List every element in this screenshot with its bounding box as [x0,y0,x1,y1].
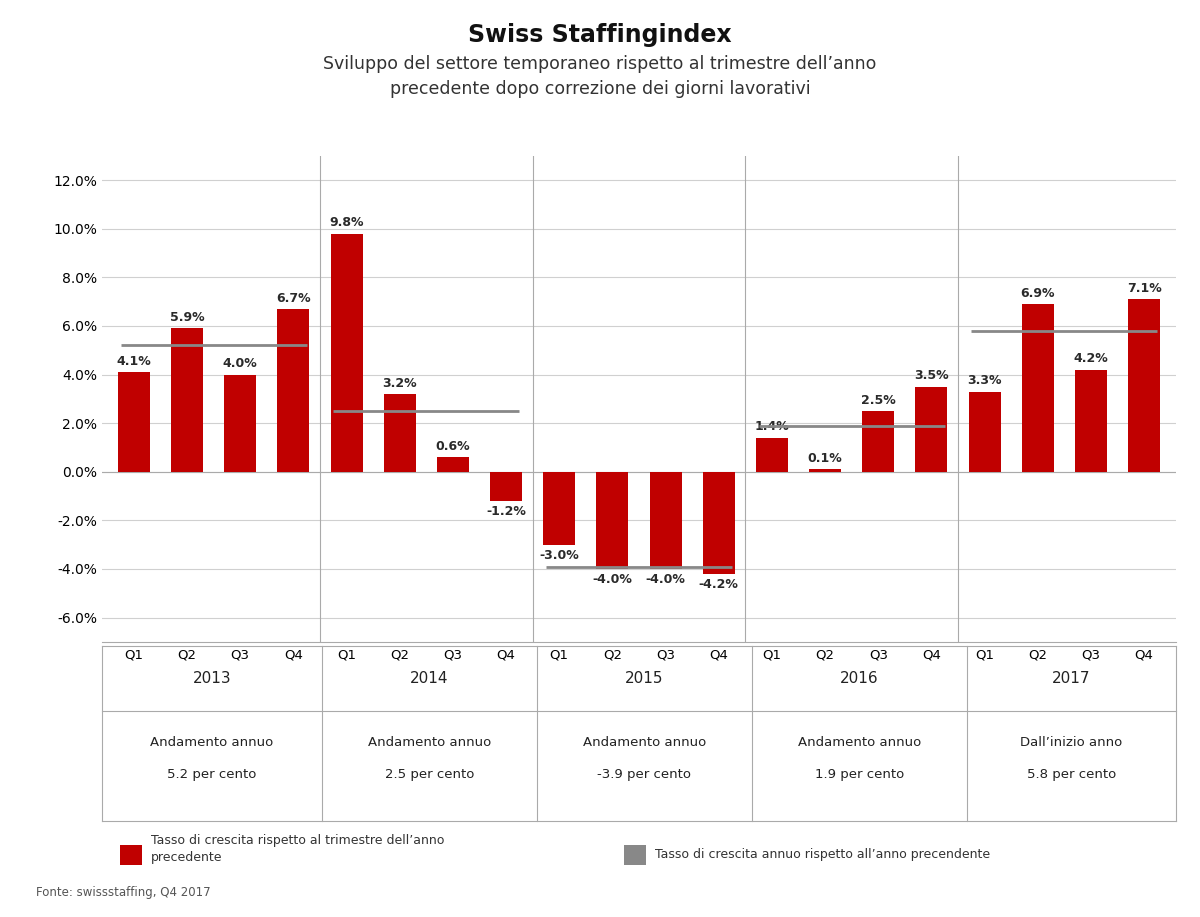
Text: Tasso di crescita annuo rispetto all’anno precendente: Tasso di crescita annuo rispetto all’ann… [655,848,990,861]
Text: -4.0%: -4.0% [593,573,632,586]
Text: Andamento annuo: Andamento annuo [798,736,920,749]
Text: 0.6%: 0.6% [436,440,470,453]
Text: Andamento annuo: Andamento annuo [368,736,491,749]
Bar [1075,370,1106,471]
Text: -1.2%: -1.2% [486,505,526,518]
Bar [224,374,256,471]
Text: -4.0%: -4.0% [646,573,685,586]
Bar [277,309,310,471]
Text: 3.5%: 3.5% [914,370,949,382]
Bar [863,411,894,471]
Bar [703,471,734,574]
Bar [596,471,629,569]
Text: 4.2%: 4.2% [1074,352,1109,365]
Text: 2017: 2017 [1052,671,1091,686]
Text: 3.3%: 3.3% [967,374,1002,387]
Text: 6.9%: 6.9% [1020,287,1055,300]
Text: 3.2%: 3.2% [383,377,418,390]
Text: 5.8 per cento: 5.8 per cento [1027,768,1116,781]
Text: 2.5%: 2.5% [860,393,895,406]
Text: 9.8%: 9.8% [329,216,364,229]
Text: 2.5 per cento: 2.5 per cento [385,768,474,781]
Text: -4.2%: -4.2% [698,579,739,591]
Bar [756,437,788,471]
Text: -3.0%: -3.0% [539,549,580,562]
Text: Andamento annuo: Andamento annuo [150,736,274,749]
Text: Swiss Staffingindex: Swiss Staffingindex [468,23,732,47]
Bar [490,471,522,501]
Bar [1022,304,1054,471]
Text: 2015: 2015 [625,671,664,686]
Text: Andamento annuo: Andamento annuo [583,736,706,749]
Bar [809,470,841,471]
Bar [118,372,150,471]
Bar [331,234,362,471]
Text: 5.2 per cento: 5.2 per cento [167,768,257,781]
Text: 0.1%: 0.1% [808,452,842,465]
Bar [968,392,1001,471]
Bar [1128,299,1160,471]
Text: Tasso di crescita rispetto al trimestre dell’anno
precedente: Tasso di crescita rispetto al trimestre … [151,834,444,864]
Text: 2016: 2016 [840,671,878,686]
Text: 6.7%: 6.7% [276,292,311,304]
Text: Dall’inizio anno: Dall’inizio anno [1020,736,1122,749]
Text: 7.1%: 7.1% [1127,282,1162,295]
Text: Fonte: swissstaffing, Q4 2017: Fonte: swissstaffing, Q4 2017 [36,886,211,899]
Text: 4.0%: 4.0% [223,358,258,370]
Text: 2014: 2014 [410,671,449,686]
Bar [544,471,575,545]
Text: 5.9%: 5.9% [169,311,204,324]
Text: 1.9 per cento: 1.9 per cento [815,768,904,781]
Text: Sviluppo del settore temporaneo rispetto al trimestre dell’anno
precedente dopo : Sviluppo del settore temporaneo rispetto… [323,55,877,98]
Text: 2013: 2013 [193,671,232,686]
Text: 1.4%: 1.4% [755,420,790,434]
Text: 4.1%: 4.1% [116,355,151,368]
Bar [649,471,682,569]
Text: -3.9 per cento: -3.9 per cento [598,768,691,781]
Bar [384,394,415,471]
Bar [437,458,469,471]
Bar [916,387,947,471]
Bar [172,328,203,471]
